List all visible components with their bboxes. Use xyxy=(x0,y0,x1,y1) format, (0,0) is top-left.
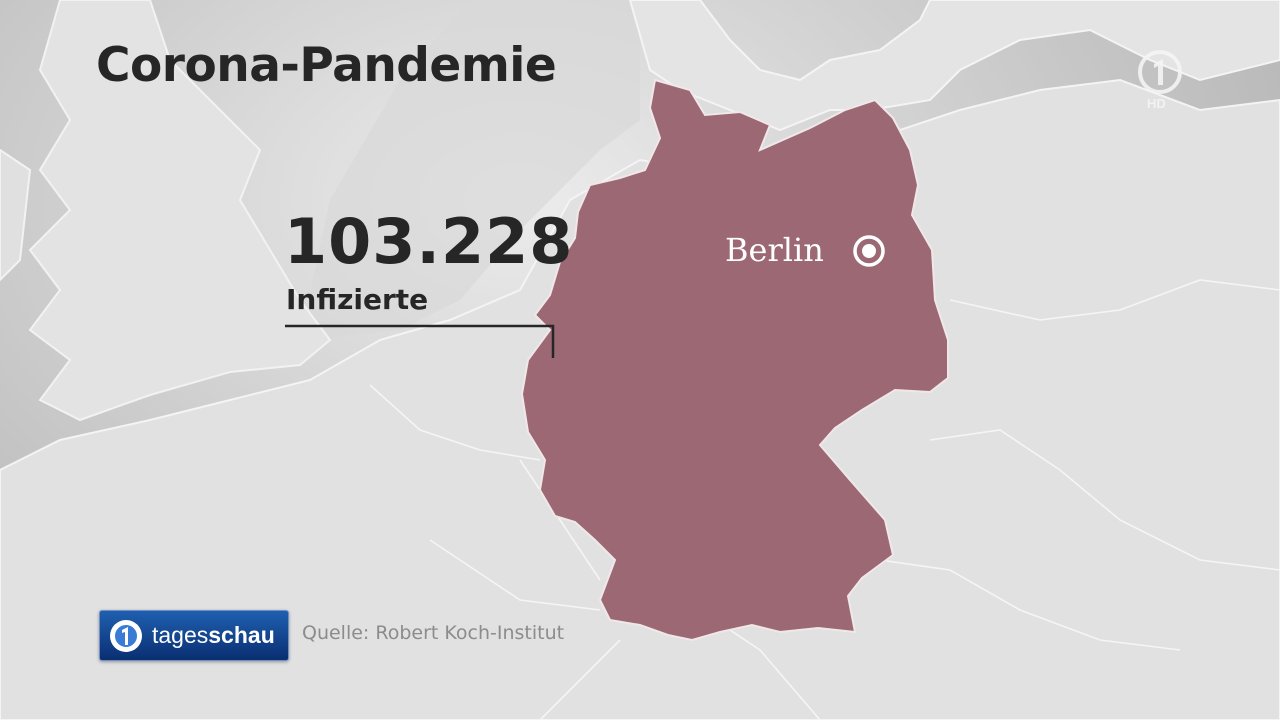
das-erste-logo-icon: HD xyxy=(1138,50,1182,111)
germany-highlighted xyxy=(520,78,949,642)
country-borders xyxy=(369,279,1280,720)
tagesschau-logo: tagesschau xyxy=(99,610,289,661)
ireland-land xyxy=(0,148,32,282)
wordmark-bold: schau xyxy=(208,622,275,648)
source-credit: Quelle: Robert Koch-Institut xyxy=(302,622,565,644)
wordmark-light: tages xyxy=(152,622,209,648)
leader-line xyxy=(285,324,555,358)
infected-count: 103.228 xyxy=(284,205,574,278)
infected-label: Infizierte xyxy=(286,283,429,316)
north-sea-shading xyxy=(300,0,640,340)
berlin-label: Berlin xyxy=(725,231,824,269)
capital-marker-icon xyxy=(853,235,885,267)
tagesschau-emblem-icon xyxy=(110,620,142,652)
graphic-title: Corona-Pandemie xyxy=(96,38,557,93)
great-britain-land xyxy=(28,0,332,422)
hd-badge: HD xyxy=(1147,96,1166,111)
scandinavia-land xyxy=(628,0,1280,132)
tagesschau-wordmark: tagesschau xyxy=(152,622,275,649)
